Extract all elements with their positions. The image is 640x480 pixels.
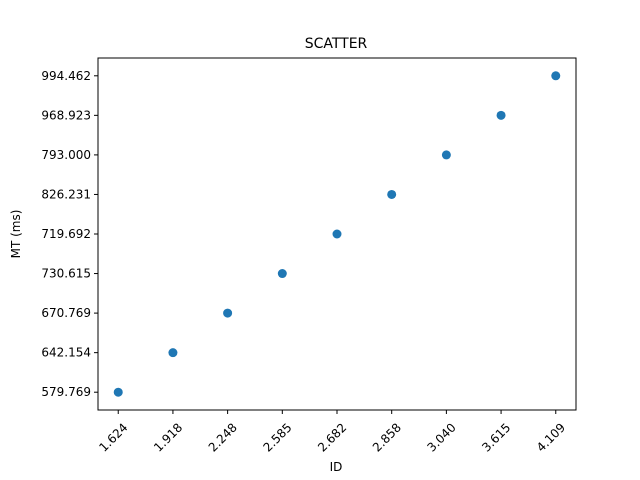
chart-title: SCATTER — [305, 36, 368, 52]
y-tick-label: 826.231 — [41, 187, 91, 201]
point — [223, 308, 233, 318]
y-tick-label: 730.615 — [41, 267, 91, 281]
y-tick-label: 968.923 — [41, 108, 91, 122]
y-tick-label: 719.692 — [41, 227, 91, 241]
point — [551, 71, 561, 81]
y-tick-label: 994.462 — [41, 69, 91, 83]
point — [441, 150, 451, 160]
point — [387, 189, 397, 199]
x-axis-label: ID — [330, 460, 343, 474]
point — [277, 269, 287, 279]
y-tick-label: 642.154 — [41, 346, 91, 360]
point — [113, 387, 123, 397]
point — [496, 110, 506, 120]
point — [168, 348, 178, 358]
y-tick-label: 793.000 — [41, 148, 91, 162]
y-tick-label: 579.769 — [41, 385, 91, 399]
y-axis-label: MT (ms) — [9, 210, 23, 259]
point — [332, 229, 342, 239]
y-tick-label: 670.769 — [41, 306, 91, 320]
